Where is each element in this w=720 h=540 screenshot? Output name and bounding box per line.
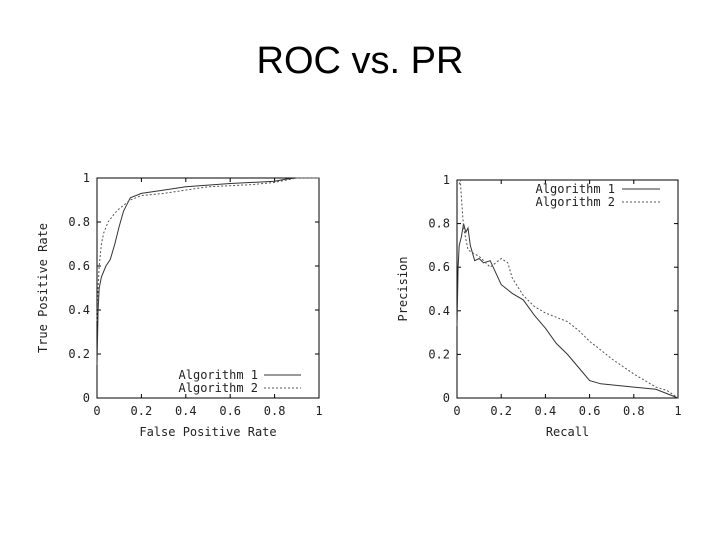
series-line-algorithm-1 bbox=[96, 177, 319, 366]
x-tick-label: 0 bbox=[453, 404, 460, 418]
x-axis-label: False Positive Rate bbox=[139, 425, 276, 439]
x-tick-label: 1 bbox=[674, 404, 681, 418]
legend-label: Algorithm 1 bbox=[536, 182, 615, 196]
plot-frame bbox=[96, 177, 320, 399]
x-tick-label: 1 bbox=[315, 404, 322, 418]
y-tick-label: 1 bbox=[443, 173, 450, 187]
y-axis-label: Precision bbox=[396, 256, 410, 321]
legend-label: Algorithm 2 bbox=[179, 381, 258, 395]
plot-frame bbox=[456, 179, 679, 399]
y-tick-label: 0.4 bbox=[428, 304, 450, 318]
x-tick-label: 0.4 bbox=[175, 404, 197, 418]
x-tick-label: 0.2 bbox=[131, 404, 153, 418]
series-line-algorithm-1 bbox=[456, 223, 679, 399]
y-tick-label: 0.2 bbox=[428, 347, 450, 361]
series-line-algorithm-2 bbox=[96, 177, 319, 322]
slide-title: ROC vs. PR bbox=[256, 40, 464, 82]
legend-label: Algorithm 1 bbox=[179, 368, 258, 382]
pr-chart: 0 0.2 0.4 0.6 0.8 1 0 0.2 0.4 0.6 0.8 1 Recall Precis… bbox=[396, 173, 682, 439]
series-line-algorithm-2 bbox=[458, 179, 679, 399]
y-tick-label: 0.8 bbox=[68, 215, 90, 229]
x-tick-label: 0 bbox=[93, 404, 100, 418]
x-tick-label: 0.8 bbox=[623, 404, 645, 418]
y-tick-label: 0.4 bbox=[68, 303, 90, 317]
x-axis-label: Recall bbox=[546, 425, 589, 439]
y-tick-label: 0.8 bbox=[428, 217, 450, 231]
x-tick-label: 0.2 bbox=[490, 404, 512, 418]
legend-label: Algorithm 2 bbox=[536, 195, 615, 209]
y-tick-label: 0 bbox=[443, 391, 450, 405]
roc-chart: 0 0.2 0.4 0.6 0.8 1 0 0.2 0.4 0.6 0.8 1 False Positi… bbox=[36, 171, 323, 439]
y-tick-label: 0 bbox=[83, 391, 90, 405]
y-tick-label: 0.2 bbox=[68, 347, 90, 361]
y-tick-label: 0.6 bbox=[428, 260, 450, 274]
y-axis-label: True Positive Rate bbox=[36, 223, 50, 353]
x-tick-label: 0.6 bbox=[219, 404, 241, 418]
y-tick-label: 0.6 bbox=[68, 259, 90, 273]
x-tick-label: 0.8 bbox=[264, 404, 286, 418]
x-tick-label: 0.6 bbox=[579, 404, 601, 418]
x-tick-label: 0.4 bbox=[535, 404, 557, 418]
y-tick-label: 1 bbox=[83, 171, 90, 185]
